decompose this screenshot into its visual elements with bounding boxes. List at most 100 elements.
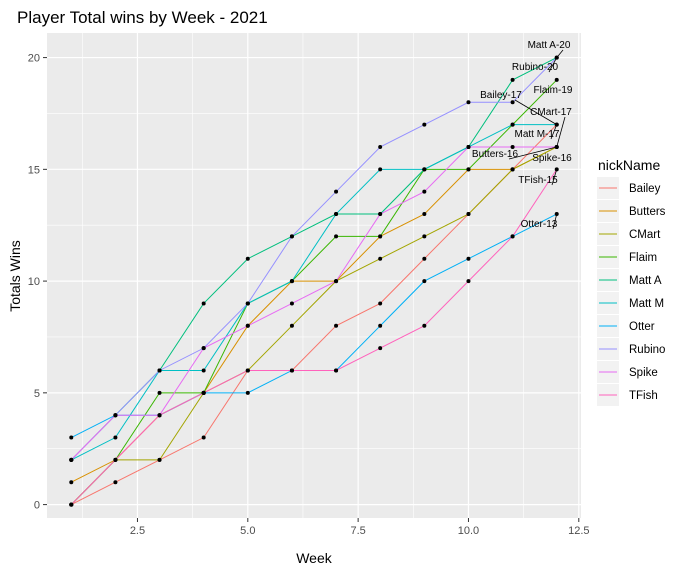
data-point-tfish: [69, 502, 74, 507]
legend-label-butters: Butters: [629, 206, 666, 218]
end-label-leader-butters: [508, 146, 557, 160]
data-point-rubino: [378, 144, 383, 149]
data-point-cmart: [157, 457, 162, 462]
y-axis-ticks: 0 5 10 15 20: [28, 53, 47, 512]
data-point-rubino: [245, 301, 250, 306]
data-point-flaim: [334, 234, 339, 239]
data-point-otter: [466, 256, 471, 261]
data-point-tfish: [289, 368, 294, 373]
data-point-spike: [466, 144, 471, 149]
data-point-cmart: [510, 167, 515, 172]
series-lines: [70, 57, 558, 506]
x-tick-label: 12.5: [568, 525, 589, 537]
series-line-matt-m: [71, 124, 557, 461]
y-tick-label: 5: [34, 388, 40, 400]
data-point-matt-m: [378, 167, 383, 172]
legend-items: Bailey Butters CMart Flaim Matt A Matt M Otter…: [597, 177, 666, 406]
data-point-spike: [510, 144, 515, 149]
end-label-butters: Butters-16: [472, 149, 519, 160]
data-point-otter: [422, 279, 427, 284]
legend-label-cmart: CMart: [629, 229, 661, 241]
data-point-bailey: [113, 480, 118, 485]
series-points: [69, 55, 559, 507]
end-label-leader-tfish: [551, 169, 558, 186]
data-point-flaim: [466, 167, 471, 172]
series-line-flaim: [70, 79, 558, 505]
y-tick-label: 20: [28, 53, 40, 65]
end-label-leader-matt-a: [556, 49, 564, 58]
data-point-cmart: [289, 323, 294, 328]
end-label-rubino: Rubino-20: [512, 62, 559, 73]
data-point-spike: [378, 212, 383, 217]
data-point-rubino: [334, 189, 339, 194]
end-labels: Bailey-17 Butters-16 CMart-17 Flaim-19 Matt …: [472, 40, 573, 230]
series-line-spike: [70, 146, 557, 461]
x-axis-title: Week: [296, 550, 333, 566]
end-label-otter: Otter-13: [521, 219, 558, 230]
data-point-spike: [422, 189, 427, 194]
data-point-rubino: [157, 368, 162, 373]
end-label-leader-matt-m: [550, 124, 558, 140]
legend-label-matt-m: Matt M: [629, 298, 664, 310]
end-label-leader-otter: [552, 213, 558, 230]
y-tick-label: 15: [28, 164, 40, 176]
series-line-rubino: [70, 57, 558, 461]
data-point-tfish: [245, 368, 250, 373]
legend: nickName Bailey Butters CMart Flaim Matt A Ma…: [597, 157, 666, 406]
series-line-cmart: [70, 146, 557, 505]
data-point-matt-m: [201, 368, 206, 373]
y-axis-title: Totals Wins: [7, 240, 23, 312]
data-point-tfish: [334, 368, 339, 373]
legend-label-bailey: Bailey: [629, 183, 661, 195]
data-point-bailey: [422, 256, 427, 261]
y-tick-label: 10: [28, 276, 40, 288]
legend-label-flaim: Flaim: [629, 252, 657, 264]
data-point-cmart: [378, 256, 383, 261]
data-point-butters: [69, 480, 74, 485]
data-point-matt-m: [422, 167, 427, 172]
data-point-matt-m: [289, 279, 294, 284]
data-point-tfish: [201, 390, 206, 395]
chart-title: Player Total wins by Week - 2021: [17, 8, 268, 27]
data-point-flaim: [554, 77, 559, 82]
end-label-bailey: Bailey-17: [480, 90, 522, 101]
data-point-matt-m: [334, 212, 339, 217]
data-point-tfish: [422, 323, 427, 328]
data-point-flaim: [378, 234, 383, 239]
legend-title: nickName: [598, 157, 660, 173]
y-tick-label: 0: [34, 500, 40, 512]
data-point-spike: [245, 323, 250, 328]
data-point-tfish: [510, 234, 515, 239]
x-tick-label: 7.5: [350, 525, 365, 537]
data-point-spike: [334, 279, 339, 284]
legend-label-spike: Spike: [629, 367, 658, 379]
data-point-otter: [69, 435, 74, 440]
end-label-matt-m: Matt M-17: [514, 129, 559, 140]
data-point-tfish: [157, 413, 162, 418]
series-line-tfish: [70, 169, 558, 505]
grid-minor: [47, 33, 581, 518]
data-point-tfish: [466, 279, 471, 284]
data-point-cmart: [422, 234, 427, 239]
x-tick-label: 5.0: [240, 525, 255, 537]
data-point-otter: [378, 323, 383, 328]
end-label-matt-a: Matt A-20: [528, 40, 571, 51]
end-label-spike: Spike-16: [532, 153, 572, 164]
data-point-rubino: [510, 100, 515, 105]
data-point-matt-a: [201, 301, 206, 306]
data-point-rubino: [466, 100, 471, 105]
plot-panel: [47, 33, 581, 518]
x-axis-ticks: 2.5 5.0 7.5 10.0 12.5: [130, 518, 590, 537]
data-point-flaim: [157, 390, 162, 395]
data-point-bailey: [378, 301, 383, 306]
data-point-matt-a: [510, 77, 515, 82]
data-point-tfish: [113, 457, 118, 462]
end-label-leader-bailey: [514, 99, 557, 125]
data-point-cmart: [466, 212, 471, 217]
data-point-matt-a: [245, 256, 250, 261]
data-point-matt-m: [510, 122, 515, 127]
data-point-spike: [201, 346, 206, 351]
end-label-leader-cmart: [556, 116, 566, 148]
legend-label-tfish: TFish: [629, 390, 658, 402]
